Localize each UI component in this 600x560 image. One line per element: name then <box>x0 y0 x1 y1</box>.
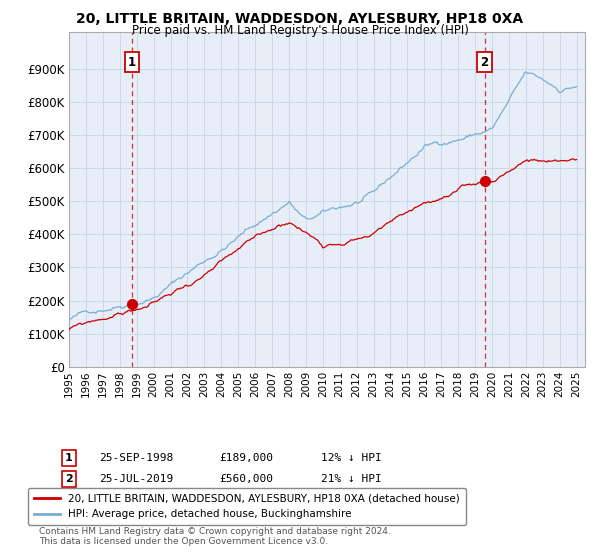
Text: 25-SEP-1998: 25-SEP-1998 <box>99 453 173 463</box>
Text: 21% ↓ HPI: 21% ↓ HPI <box>321 474 382 484</box>
Text: £189,000: £189,000 <box>219 453 273 463</box>
Text: Contains HM Land Registry data © Crown copyright and database right 2024.
This d: Contains HM Land Registry data © Crown c… <box>39 526 391 546</box>
Text: Price paid vs. HM Land Registry's House Price Index (HPI): Price paid vs. HM Land Registry's House … <box>131 24 469 37</box>
Text: 1: 1 <box>65 453 73 463</box>
Text: £560,000: £560,000 <box>219 474 273 484</box>
Text: 1: 1 <box>128 56 136 69</box>
Text: 12% ↓ HPI: 12% ↓ HPI <box>321 453 382 463</box>
Text: 25-JUL-2019: 25-JUL-2019 <box>99 474 173 484</box>
Text: 20, LITTLE BRITAIN, WADDESDON, AYLESBURY, HP18 0XA: 20, LITTLE BRITAIN, WADDESDON, AYLESBURY… <box>76 12 524 26</box>
Legend: 20, LITTLE BRITAIN, WADDESDON, AYLESBURY, HP18 0XA (detached house), HPI: Averag: 20, LITTLE BRITAIN, WADDESDON, AYLESBURY… <box>28 488 466 525</box>
Text: 2: 2 <box>481 56 488 69</box>
Text: 2: 2 <box>65 474 73 484</box>
